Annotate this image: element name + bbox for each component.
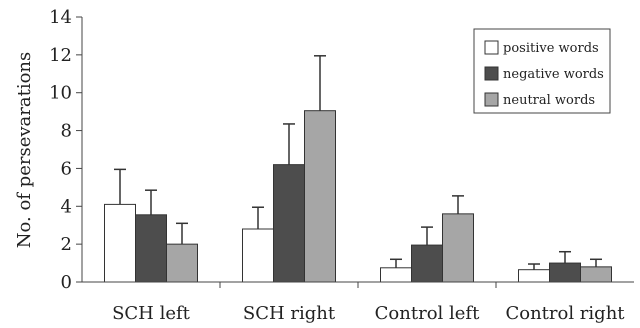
legend-label: negative words: [503, 67, 604, 82]
x-axis-labels: SCH left SCH right Control left Control rig…: [112, 282, 625, 324]
bar-positive-words-sch-right: [242, 228, 274, 283]
y-tick-label: 14: [49, 7, 72, 28]
y-axis-ticks: 0 2 4 6 8 10 12 14: [49, 7, 82, 293]
legend-swatch: [484, 92, 499, 107]
x-category-label: SCH left: [112, 303, 191, 324]
bar-negative-words-control-right: [549, 262, 581, 283]
y-tick-label: 4: [61, 196, 72, 217]
bar-positive-words-control-left: [380, 267, 412, 283]
legend-label: positive words: [503, 41, 599, 56]
x-category-label: Control right: [505, 303, 625, 324]
bar-positive-words-sch-left: [104, 203, 136, 283]
y-tick-label: 6: [61, 158, 72, 179]
y-tick-label: 0: [61, 272, 72, 293]
bar-negative-words-control-left: [411, 244, 443, 283]
y-tick-label: 8: [61, 121, 72, 142]
legend: positive words negative words neutral word…: [473, 28, 611, 114]
bar-neutral-words-sch-right: [304, 110, 336, 283]
bar-negative-words-sch-left: [135, 214, 167, 283]
x-category-label: Control left: [375, 303, 480, 324]
legend-label: neutral words: [503, 93, 595, 108]
bar-series: [104, 110, 612, 283]
legend-swatch: [484, 66, 499, 81]
bar-negative-words-sch-right: [273, 164, 305, 283]
y-tick-label: 2: [61, 234, 72, 255]
bar-neutral-words-sch-left: [166, 243, 198, 283]
x-category-label: SCH right: [243, 303, 336, 324]
error-bars: [114, 55, 602, 270]
bar-neutral-words-control-right: [580, 266, 612, 283]
y-tick-label: 10: [49, 83, 72, 104]
bar-positive-words-control-right: [518, 269, 550, 283]
y-tick-label: 12: [49, 45, 72, 66]
bar-neutral-words-control-left: [442, 213, 474, 283]
legend-swatch: [484, 40, 499, 55]
y-axis-title: No. of persevarations: [14, 52, 35, 249]
